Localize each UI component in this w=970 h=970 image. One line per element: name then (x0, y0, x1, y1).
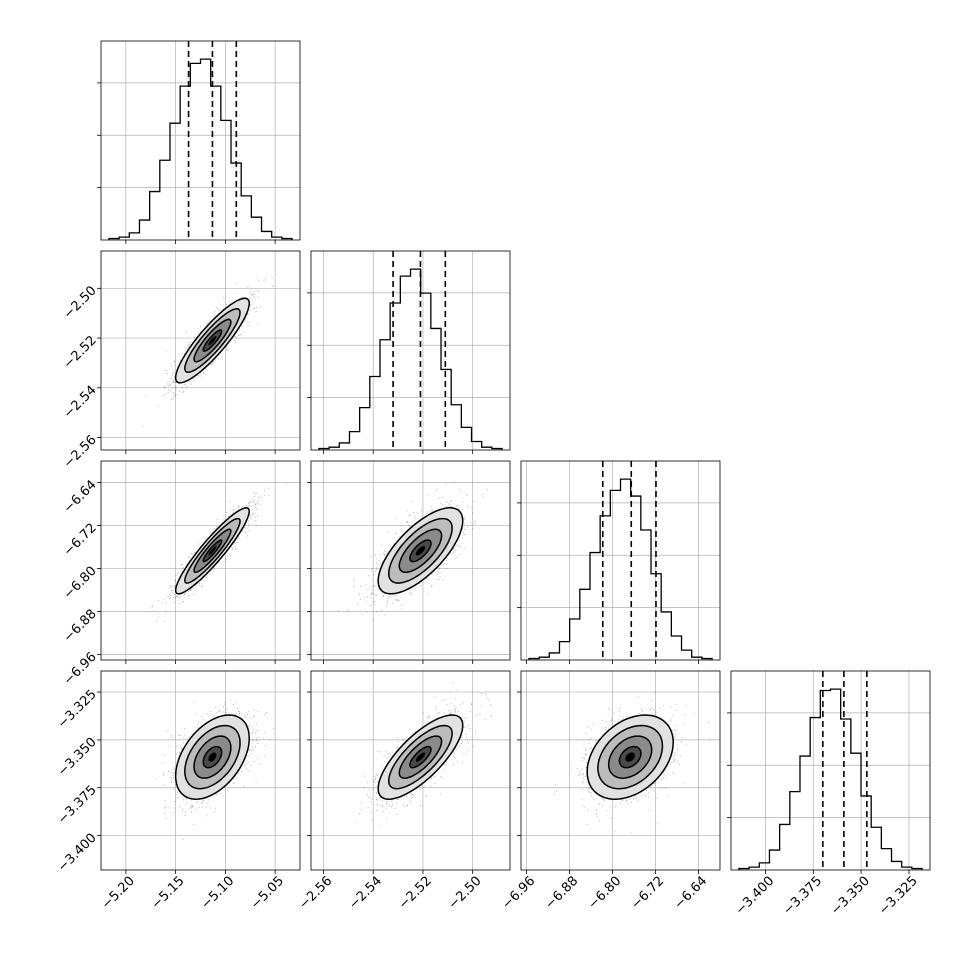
scatter-panel-4-1 (97, 670, 301, 874)
panel-content (142, 277, 273, 427)
x-tick-label: −5.20 (99, 874, 138, 913)
x-tick-label: −3.375 (781, 874, 826, 919)
x-tick-label: −2.54 (346, 874, 385, 913)
x-tick-label: −2.52 (396, 874, 435, 913)
contour-line (387, 724, 453, 790)
panel-content (155, 699, 274, 840)
contour-line (597, 724, 664, 790)
histogram-panel-2 (307, 250, 511, 454)
histogram-step (528, 478, 713, 660)
scatter-panel-4-2 (307, 670, 511, 874)
density-fill (208, 752, 217, 762)
panel-frame (100, 40, 301, 241)
y-tick-label: −2.56 (61, 433, 100, 472)
panel-frame (520, 670, 721, 871)
panel-content (151, 483, 287, 623)
x-tick-label: −5.15 (149, 874, 188, 913)
panel-content (356, 682, 492, 826)
scatter-panel-3-2 (307, 460, 511, 664)
density-fill (415, 752, 426, 762)
panel-content (338, 481, 488, 621)
contour-line (409, 539, 432, 563)
panel-content (553, 692, 711, 834)
x-tick-label: −2.50 (446, 874, 485, 913)
contour-line (377, 714, 464, 800)
histogram-panel-1 (97, 40, 301, 244)
histogram-step (738, 688, 923, 870)
contour-line (202, 329, 223, 352)
panel-frame (100, 460, 301, 661)
density-fill (415, 546, 426, 556)
density-fill (208, 335, 217, 346)
contour-line (184, 724, 241, 790)
x-tick-label: −6.96 (499, 874, 538, 913)
x-tick-label: −5.05 (248, 874, 287, 913)
scatter-panel-2-1 (97, 250, 301, 454)
x-tick-label: −5.10 (198, 874, 237, 913)
y-tick-label: −3.325 (55, 687, 100, 732)
panel-frame (100, 670, 301, 871)
scatter-panel-4-3 (517, 670, 721, 874)
x-tick-label: −2.56 (297, 874, 336, 913)
panel-frame (100, 250, 301, 451)
contour-line (398, 735, 443, 779)
x-tick-label: −3.400 (733, 874, 778, 919)
panel-frame (310, 460, 511, 661)
contour-line (409, 745, 432, 769)
y-tick-label: −3.400 (55, 831, 100, 876)
histogram-step (318, 268, 503, 450)
contour-line (202, 539, 223, 563)
contour-line (174, 297, 251, 384)
panel-frame (730, 670, 931, 871)
panel-frame (310, 250, 511, 451)
x-tick-label: −3.325 (876, 874, 921, 919)
panel-frame (520, 460, 721, 661)
density-fill (625, 752, 635, 762)
contour-line (174, 507, 250, 595)
y-tick-label: −6.88 (61, 607, 100, 646)
contour-line (398, 528, 443, 574)
density-fill (208, 546, 217, 556)
contour-line (193, 528, 232, 574)
y-tick-label: −2.52 (61, 333, 100, 372)
contour-line (618, 745, 642, 769)
y-tick-label: −6.72 (61, 521, 100, 560)
x-tick-label: −6.88 (543, 874, 582, 913)
histogram-step (108, 58, 293, 240)
y-tick-label: −3.350 (55, 735, 100, 780)
y-tick-label: −2.50 (61, 283, 100, 322)
contour-line (586, 714, 674, 800)
contour-line (193, 735, 232, 779)
x-tick-label: −6.72 (629, 874, 668, 913)
y-tick-label: −3.375 (55, 783, 100, 828)
y-tick-label: −6.64 (61, 478, 100, 517)
contour-line (174, 714, 250, 800)
scatter-points (155, 699, 274, 840)
contour-line (607, 735, 653, 779)
contour-line (184, 308, 241, 374)
y-tick-label: −6.96 (61, 650, 100, 689)
x-tick-label: −6.64 (672, 874, 711, 913)
x-tick-label: −3.350 (828, 874, 873, 919)
histogram-panel-3 (517, 460, 721, 664)
contour-line (202, 745, 223, 769)
y-tick-label: −6.80 (61, 564, 100, 603)
histogram-panel-4 (727, 670, 931, 874)
y-tick-label: −2.54 (61, 383, 100, 422)
contour-line (193, 318, 232, 363)
contour-line (377, 507, 464, 595)
contour-line (184, 517, 241, 584)
contour-line (388, 517, 453, 584)
panel-frame (310, 670, 511, 871)
x-tick-label: −6.80 (586, 874, 625, 913)
scatter-panel-3-1 (97, 460, 301, 664)
